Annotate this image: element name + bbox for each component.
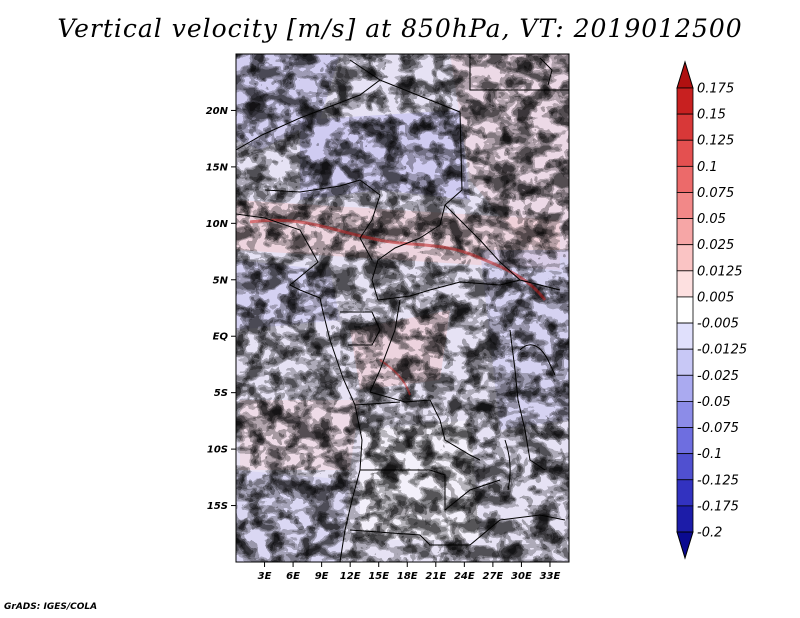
colorbar-label: -0.005 [697,317,739,332]
colorbar-swatch [676,348,694,376]
lat-tick-label: 20N [206,106,229,117]
colorbar-bottom-arrow [676,531,694,560]
country-borders [236,54,569,562]
colorbar-swatch [676,505,694,533]
colorbar: 0.175 0.15 0.125 0.1 0.075 0.05 0.025 0.0125 0.0… [676,60,747,560]
colorbar-label: -0.2 [697,526,722,541]
colorbar-label: -0.1 [697,447,722,462]
lon-tick-label: 6E [286,571,300,582]
lon-tick-label: 27E [483,571,504,582]
colorbar-label: 0.05 [697,212,726,227]
colorbar-swatch [676,165,694,193]
colorbar-swatch [676,218,694,246]
colorbar-swatch [676,479,694,507]
colorbar-swatch [676,374,694,402]
lon-tick-label: 9E [315,571,329,582]
colorbar-top-arrow [676,60,694,89]
colorbar-swatch [676,139,694,167]
colorbar-swatch [676,192,694,219]
lon-tick-label: 24E [454,571,475,582]
colorbar-label: 0.075 [697,186,734,201]
colorbar-label: 0.1 [697,160,718,175]
colorbar-label: -0.175 [697,499,739,514]
colorbar-label: 0.125 [697,134,734,149]
lon-tick-label: 30E [511,571,532,582]
colorbar-label: 0.175 [697,82,734,97]
grads-credit: GrADS: IGES/COLA [4,602,98,612]
colorbar-swatch [676,113,694,141]
lat-tick-label: 10N [206,219,229,230]
colorbar-label: -0.075 [697,421,739,436]
lat-tick-label: EQ [213,332,229,343]
colorbar-label: -0.125 [697,473,739,488]
lon-tick-label: 21E [425,571,446,582]
lat-tick-label: 15S [207,501,228,512]
colorbar-swatch [676,296,694,324]
colorbar-label: 0.005 [697,290,734,305]
map-title: Vertical velocity [m/s] at 850hPa, VT: 2… [57,14,743,43]
lon-tick-label: 15E [368,571,389,582]
colorbar-label: 0.0125 [697,264,743,279]
colorbar-swatch [676,270,694,298]
lat-tick-label: 10S [207,445,228,456]
colorbar-swatch [676,453,694,481]
latitude-axis: 20N 15N 10N 5N EQ 5S 10S 15S [206,106,236,512]
colorbar-swatch [676,427,694,455]
colorbar-label: 0.15 [697,108,726,123]
colorbar-label: -0.0125 [697,343,747,358]
lon-tick-label: 18E [397,571,418,582]
colorbar-label: 0.025 [697,238,734,253]
colorbar-swatch [676,244,694,272]
lat-tick-label: 5S [214,388,228,399]
map-frame [235,53,570,563]
lon-tick-label: 12E [340,571,361,582]
vertical-velocity-field [236,54,569,562]
lat-tick-label: 5N [213,275,229,286]
colorbar-swatch [676,401,694,428]
colorbar-swatch [676,322,694,350]
lat-tick-label: 15N [206,162,229,173]
colorbar-label: -0.025 [697,369,739,384]
lon-tick-label: 33E [540,571,561,582]
lon-tick-label: 3E [258,571,272,582]
longitude-axis: 3E 6E 9E 12E 15E 18E 21E 24E 27E 30E 33E [258,562,561,582]
colorbar-swatch [676,87,694,115]
colorbar-label: -0.05 [697,395,731,410]
